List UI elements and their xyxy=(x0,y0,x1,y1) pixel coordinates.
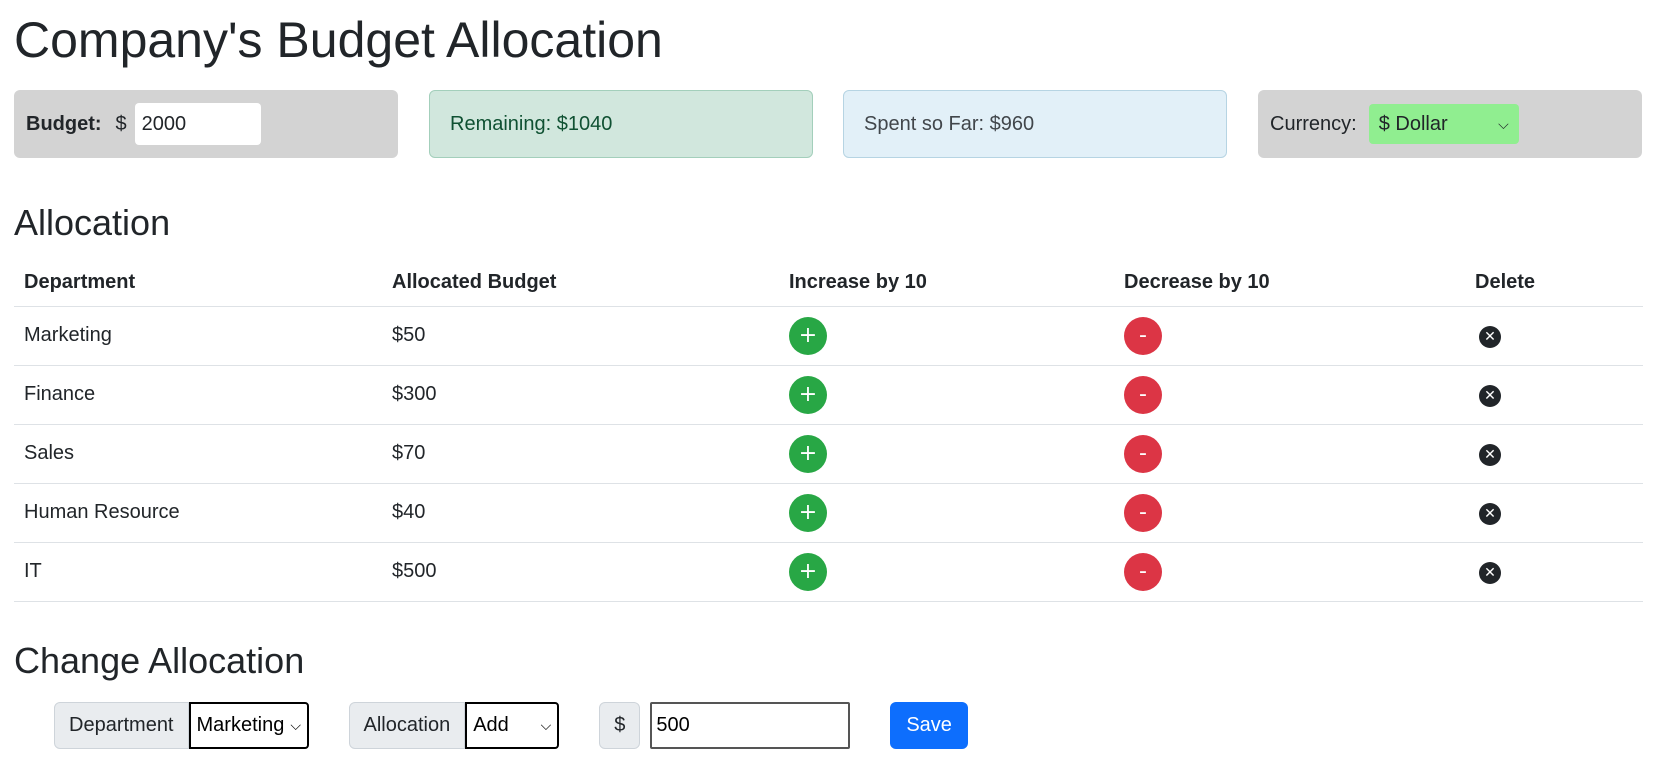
delete-icon[interactable]: ✕ xyxy=(1479,384,1501,407)
delete-icon[interactable]: ✕ xyxy=(1479,443,1501,466)
table-row: Marketing $50 + - ✕ xyxy=(14,306,1643,366)
budget-input[interactable] xyxy=(134,103,261,145)
allocation-selected-value: Add xyxy=(473,714,509,736)
delete-icon[interactable]: ✕ xyxy=(1479,325,1501,348)
department-select[interactable]: Marketing ⌵ xyxy=(188,702,309,749)
increase-button[interactable]: + xyxy=(789,316,827,355)
budget-cell: $300 xyxy=(382,365,779,425)
table-row: Human Resource $40 + - ✕ xyxy=(14,483,1643,543)
department-cell: Human Resource xyxy=(14,483,382,543)
amount-currency-sign: $ xyxy=(599,702,641,749)
department-cell: Finance xyxy=(14,365,382,425)
budget-cell: $40 xyxy=(382,483,779,543)
allocation-title: Allocation xyxy=(14,202,171,243)
header-increase: Increase by 10 xyxy=(779,260,1114,307)
header-department: Department xyxy=(14,260,382,307)
decrease-button[interactable]: - xyxy=(1124,316,1162,355)
delete-icon[interactable]: ✕ xyxy=(1479,502,1501,525)
allocation-label: Allocation xyxy=(348,702,466,749)
budget-currency-sign: $ xyxy=(115,112,127,135)
department-label: Department xyxy=(54,702,189,749)
change-allocation-title: Change Allocation xyxy=(14,640,305,681)
decrease-button[interactable]: - xyxy=(1124,552,1162,591)
department-cell: IT xyxy=(14,542,382,602)
remaining-text: Remaining: $1040 xyxy=(450,112,613,135)
spent-card: Spent so Far: $960 xyxy=(843,90,1227,158)
currency-card: Currency: $ Dollar ⌵ xyxy=(1258,90,1642,158)
table-row: Finance $300 + - ✕ xyxy=(14,365,1643,425)
decrease-button[interactable]: - xyxy=(1124,434,1162,473)
allocation-select[interactable]: Add ⌵ xyxy=(465,702,560,749)
decrease-button[interactable]: - xyxy=(1124,375,1162,414)
table-row: Sales $70 + - ✕ xyxy=(14,424,1643,484)
spent-text: Spent so Far: $960 xyxy=(864,112,1035,135)
increase-button[interactable]: + xyxy=(789,375,827,414)
header-delete: Delete xyxy=(1465,260,1643,307)
department-selected-value: Marketing xyxy=(196,714,285,736)
amount-input[interactable] xyxy=(650,702,851,749)
budget-cell: $500 xyxy=(382,542,779,602)
chevron-down-icon: ⌵ xyxy=(1498,115,1509,132)
budget-cell: $70 xyxy=(382,424,779,484)
currency-selected-value: $ Dollar xyxy=(1378,112,1448,135)
save-button[interactable]: Save xyxy=(890,702,968,749)
increase-button[interactable]: + xyxy=(789,493,827,532)
table-row: IT $500 + - ✕ xyxy=(14,542,1643,602)
header-allocated-budget: Allocated Budget xyxy=(382,260,779,307)
chevron-down-icon: ⌵ xyxy=(290,717,301,733)
currency-label: Currency: xyxy=(1270,112,1357,135)
increase-button[interactable]: + xyxy=(789,434,827,473)
table-header-row: Department Allocated Budget Increase by … xyxy=(14,260,1643,307)
page-title: Company's Budget Allocation xyxy=(14,12,663,68)
department-cell: Sales xyxy=(14,424,382,484)
header-decrease: Decrease by 10 xyxy=(1114,260,1465,307)
budget-cell: $50 xyxy=(382,306,779,366)
chevron-down-icon: ⌵ xyxy=(540,717,552,733)
remaining-card: Remaining: $1040 xyxy=(429,90,813,158)
currency-select[interactable]: $ Dollar ⌵ xyxy=(1368,104,1519,144)
budget-card: Budget: $ xyxy=(14,90,398,158)
budget-label: Budget: xyxy=(26,112,102,135)
decrease-button[interactable]: - xyxy=(1124,493,1162,532)
department-cell: Marketing xyxy=(14,306,382,366)
increase-button[interactable]: + xyxy=(789,552,827,591)
change-allocation-form: Department Marketing ⌵ Allocation Add ⌵ … xyxy=(54,702,968,749)
allocation-table: Department Allocated Budget Increase by … xyxy=(14,260,1643,602)
delete-icon[interactable]: ✕ xyxy=(1479,561,1501,584)
